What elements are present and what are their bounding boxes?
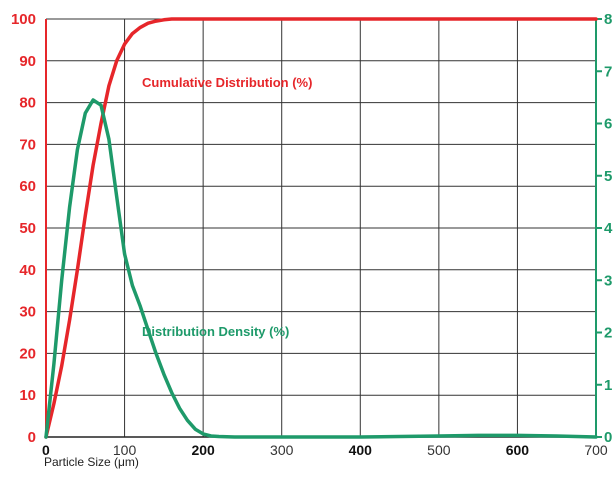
x-tick-label: 200 [191, 442, 215, 458]
y-right-tick-label: 2 [604, 325, 612, 342]
y-left-tick-label: 70 [19, 136, 36, 153]
y-left-tick-label: 80 [19, 95, 36, 112]
y-right-tick-label: 5 [604, 168, 612, 185]
cumulative-series-label: Cumulative Distribution (%) [142, 75, 312, 90]
y-left-tick-label: 30 [19, 304, 36, 321]
x-tick-label: 0 [42, 442, 50, 458]
y-left-tick-label: 50 [19, 220, 36, 237]
chart-series [44, 17, 598, 439]
y-right-tick-label: 4 [604, 220, 613, 237]
distribution-density-line [44, 98, 598, 439]
y-left-tick-label: 0 [28, 429, 36, 446]
y-right-tick-label: 1 [604, 377, 612, 394]
y-right-tick-label: 0 [604, 429, 612, 446]
y-right-tick-label: 3 [604, 272, 612, 289]
cumulative-distribution-line [44, 17, 598, 439]
y-left-tick-label: 100 [11, 11, 36, 28]
y-right-tick-label: 7 [604, 63, 612, 80]
y-left-tick-label: 60 [19, 178, 36, 195]
x-tick-label: 300 [270, 442, 294, 458]
chart-grid [45, 18, 597, 438]
x-tick-label: 100 [113, 442, 137, 458]
x-tick-label: 400 [349, 442, 373, 458]
x-tick-label: 500 [427, 442, 451, 458]
x-tick-label: 700 [584, 442, 608, 458]
y-left-tick-label: 20 [19, 345, 36, 362]
y-right-tick-label: 6 [604, 116, 612, 133]
y-right-tick-label: 8 [604, 11, 612, 28]
x-tick-label: 600 [506, 442, 530, 458]
x-axis-title: Particle Size (μm) [44, 455, 139, 469]
density-series-label: Distribution Density (%) [142, 324, 289, 339]
y-left-tick-label: 90 [19, 53, 36, 70]
y-left-tick-label: 40 [19, 262, 36, 279]
y-left-tick-label: 10 [19, 387, 36, 404]
